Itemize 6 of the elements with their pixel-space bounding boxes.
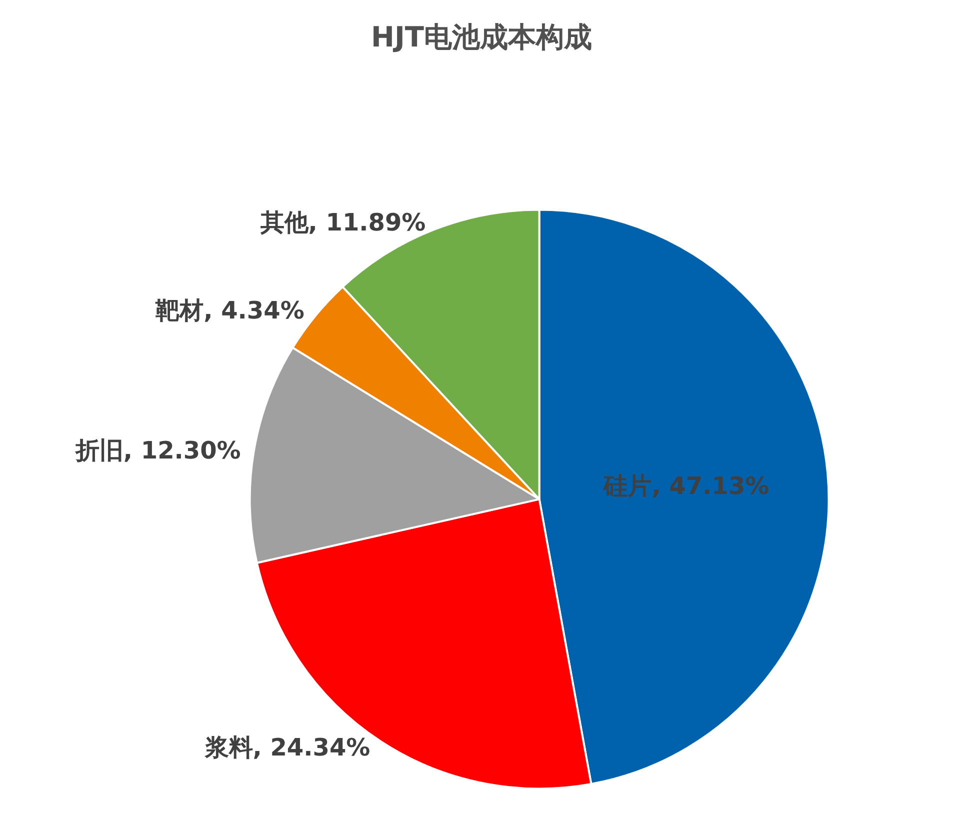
- slice-label: 其他, 11.89%: [259, 208, 426, 236]
- slice-label: 靶材, 4.34%: [154, 296, 304, 324]
- slice-label: 硅片, 47.13%: [602, 472, 770, 500]
- slice-label: 折旧, 12.30%: [74, 436, 241, 464]
- slice-label: 浆料, 24.34%: [204, 733, 370, 762]
- chart-title: HJT电池成本构成: [371, 20, 592, 54]
